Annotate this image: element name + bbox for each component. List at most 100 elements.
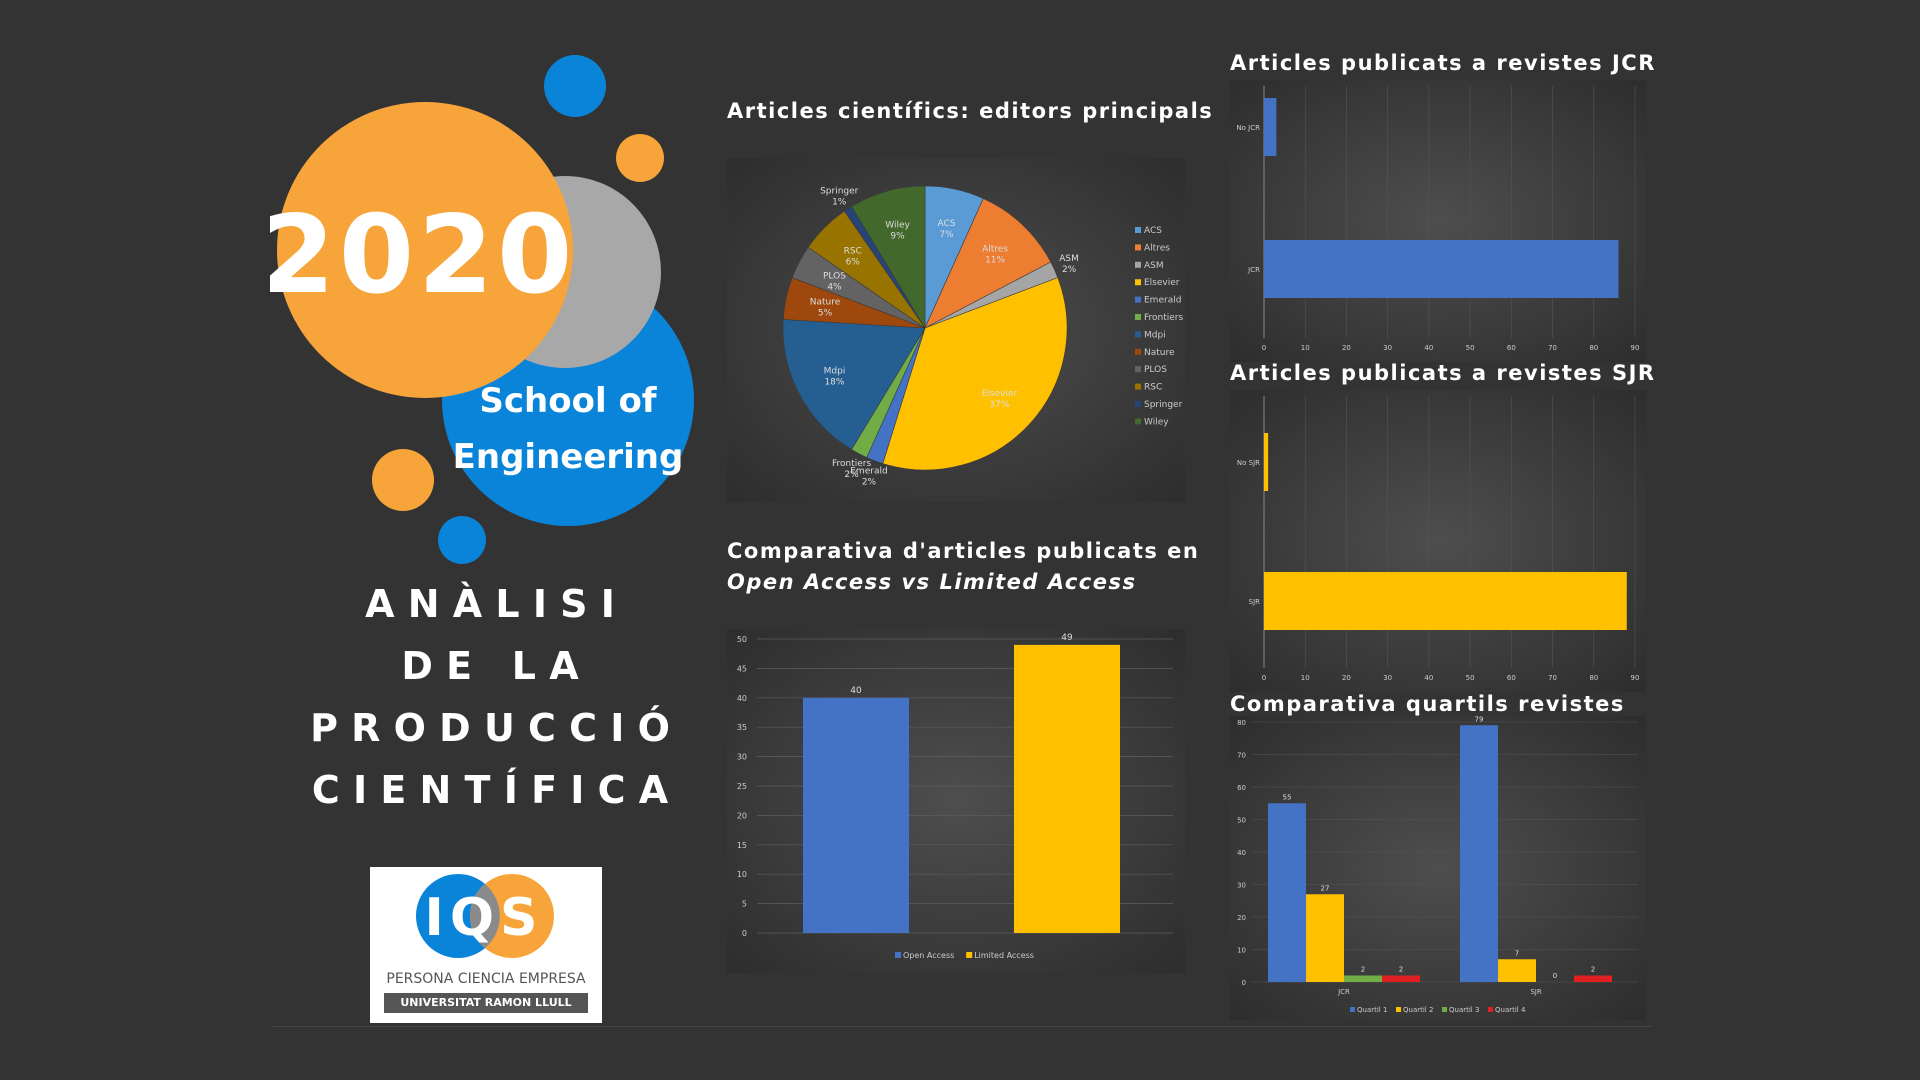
pie-label-plos: PLOS [823,271,846,281]
pie-slice-elsevier [882,277,1068,471]
legend-swatch-limited-access [966,952,973,958]
oa-chart-panel: 0 5 10 15 20 25 30 35 40 45 50 40 49 Open Access Limit… [727,629,1185,973]
iqs-logo-mark: IQS [416,874,554,958]
legend-label-mdpi: Mdpi [1144,330,1166,340]
legend-label-asm: ASM [1144,261,1164,271]
legend-swatch-rsc [1135,383,1141,390]
x-tick-label: 30 [1383,344,1392,352]
legend-swatch-nature [1135,348,1141,355]
pie-label-wiley: Wiley [885,221,910,231]
legend-label-quartil-1: Quartil 1 [1357,1006,1387,1014]
legend-label-springer: Springer [1144,400,1183,410]
pie-value-altres: 11% [985,256,1005,266]
x-tick-label: 10 [1301,674,1310,682]
open-access-bar-chart: 0 5 10 15 20 25 30 35 40 45 50 40 49 Open Access Limit… [737,633,1173,960]
x-tick-label: 70 [1548,674,1557,682]
x-tick-label: 30 [1383,674,1392,682]
pie-value-frontiers: 2% [844,470,859,480]
legend-swatch-quartil-1 [1350,1007,1355,1012]
y-tick-label: 40 [1237,849,1246,857]
x-tick-label: 60 [1507,674,1516,682]
data-label-jcr-quartil-1: 55 [1283,793,1292,801]
legend-label-rsc: RSC [1144,383,1162,393]
pie-value-rsc: 6% [846,258,861,268]
pie-value-springer: 1% [832,197,847,207]
jcr-bar-chart: 0 10 20 30 40 50 60 70 80 90 No JCR JCR [1236,86,1640,352]
small-orange-circle-bottom [372,449,434,511]
legend-swatch-springer [1135,401,1141,407]
small-blue-circle-bottom [438,516,486,564]
sjr-chart-panel: 0 10 20 30 40 50 60 70 80 90 No SJR SJR [1230,390,1646,692]
data-label-jcr-quartil-2: 27 [1321,884,1330,892]
legend-swatch-quartil-4 [1488,1007,1493,1012]
legend-swatch-asm [1135,261,1141,268]
pie-value-mdpi: 18% [824,378,844,388]
bar-sjr-quartil-1 [1460,725,1498,982]
sjr-chart-title: Articles publicats a revistes SJR [1230,361,1656,385]
pie-label-emerald: Emerald [850,467,887,477]
x-tick-label: 90 [1631,674,1640,682]
x-tick-label: 80 [1589,674,1598,682]
main-title-line-2: D E L A [401,644,579,688]
pie-slice-altres [924,198,1052,329]
quartils-chart-title: Comparativa quartils revistes [1230,692,1625,716]
legend-label-altres: Altres [1144,243,1170,253]
legend-label-nature: Nature [1144,348,1175,358]
legend-swatch-wiley [1135,418,1141,425]
iqs-letters: IQS [424,888,543,948]
y-category-label: No SJR [1237,459,1260,467]
x-tick-label: 20 [1342,674,1351,682]
x-tick-label: 60 [1507,344,1516,352]
data-label-sjr-quartil-4: 2 [1591,966,1595,974]
pie-chart-title: Articles científics: editors principals [727,99,1214,123]
x-category-label: JCR [1337,988,1350,996]
big-orange-circle [277,102,573,398]
legend-label-elsevier: Elsevier [1144,278,1180,288]
pie-label-nature: Nature [810,298,841,308]
y-tick-label: 0 [742,929,747,938]
x-tick-label: 80 [1589,344,1598,352]
small-blue-circle-top [544,55,606,117]
y-tick-label: 10 [737,870,747,879]
pie-value-asm: 2% [1062,265,1077,275]
bar-jcr-quartil-1 [1268,803,1306,982]
legend-swatch-elsevier [1135,279,1141,286]
bar-sjr [1264,572,1627,630]
legend-swatch-quartil-3 [1442,1007,1447,1012]
oa-chart-title-line-1: Comparativa d'articles publicats en [727,539,1200,563]
y-category-label: JCR [1247,266,1260,274]
sjr-bar-chart: 0 10 20 30 40 50 60 70 80 90 No SJR SJR [1237,396,1640,682]
x-category-label: SJR [1530,988,1542,996]
legend-label-acs: ACS [1144,226,1162,236]
legend-label-quartil-4: Quartil 4 [1495,1006,1526,1014]
data-label-sjr-quartil-3: 0 [1553,972,1557,980]
oa-chart-title-line-2: Open Access vs Limited Access [727,570,1137,594]
legend-swatch-mdpi [1135,331,1141,338]
poster-graphic: 2020 School of Engineering [270,55,694,564]
bar-jcr [1264,240,1619,298]
legend-swatch-emerald [1135,296,1141,303]
x-tick-label: 90 [1631,344,1640,352]
y-tick-label: 60 [1237,784,1246,792]
legend-label-quartil-2: Quartil 2 [1403,1006,1433,1014]
jcr-chart-title: Articles publicats a revistes JCR [1230,51,1656,75]
main-title-line-3: P R O D U C C I Ó [310,706,670,750]
y-tick-label: 45 [737,664,747,673]
legend-label-limited-access: Limited Access [974,951,1034,960]
x-tick-label: 0 [1262,344,1266,352]
legend-label-quartil-3: Quartil 3 [1449,1006,1479,1014]
bar-jcr-quartil-2 [1306,894,1344,982]
x-tick-label: 20 [1342,344,1351,352]
pie-slice-mdpi [782,319,926,450]
legend-swatch-plos [1135,366,1141,373]
x-tick-label: 40 [1424,344,1433,352]
data-label-open-access: 40 [850,686,862,696]
jcr-chart-panel: 0 10 20 30 40 50 60 70 80 90 No JCR JCR [1230,80,1646,362]
bar-no-sjr [1264,433,1269,491]
school-line-2: Engineering [453,437,684,477]
y-tick-label: 80 [1237,719,1246,727]
y-category-label: SJR [1249,598,1261,606]
pie-slice-wiley [851,185,926,330]
pie-label-rsc: RSC [844,247,862,257]
